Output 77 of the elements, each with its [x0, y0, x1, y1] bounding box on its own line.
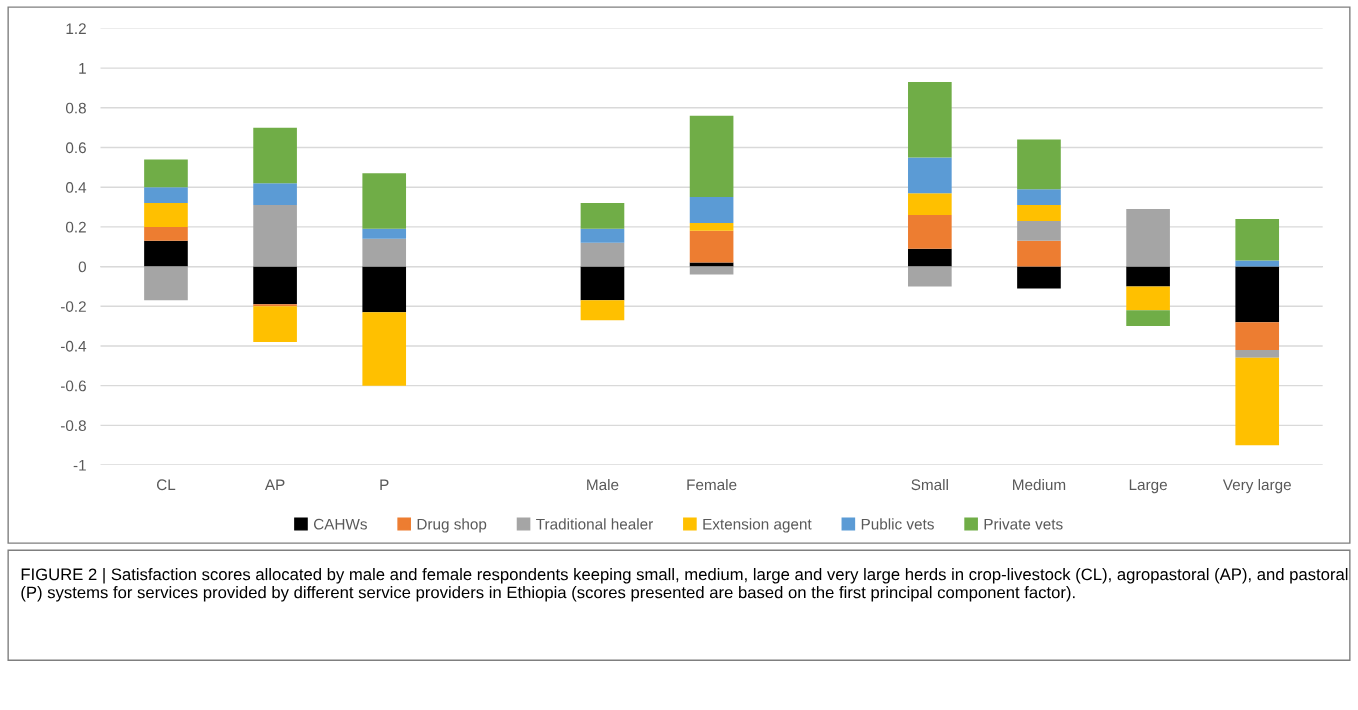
y-tick-label: 1.2 — [66, 23, 86, 34]
y-tick-label: -0.2 — [60, 301, 86, 312]
y-tick-label: 0 — [78, 261, 87, 273]
bar — [144, 266, 188, 301]
x-tick-label: AP — [264, 479, 285, 491]
bar — [253, 266, 297, 305]
bar — [362, 173, 407, 229]
bar — [253, 306, 297, 342]
x-tick-label: Small — [911, 478, 948, 491]
bar — [1235, 357, 1280, 446]
bar — [1235, 322, 1280, 350]
bar — [253, 205, 297, 267]
y-tick-label: -1 — [73, 460, 86, 471]
bar — [1126, 310, 1170, 327]
legend-label: Extension agent — [703, 518, 812, 533]
bar — [1235, 260, 1280, 267]
legend-label: Drug shop — [417, 518, 487, 533]
bar — [1017, 240, 1061, 267]
bar — [144, 187, 188, 204]
bar — [362, 228, 407, 239]
legend-label: Private vets — [984, 518, 1063, 530]
bar — [144, 203, 188, 227]
bar — [580, 203, 625, 229]
bar — [144, 240, 188, 267]
bar — [1017, 189, 1061, 206]
bar — [689, 115, 734, 198]
bar — [362, 312, 407, 386]
y-tick-label: -0.4 — [60, 340, 87, 352]
y-tick-label: -0.8 — [60, 420, 86, 432]
bar — [144, 226, 188, 241]
bar — [580, 242, 625, 267]
bar — [689, 262, 734, 267]
bar — [908, 81, 952, 158]
x-tick-label: CL — [156, 479, 176, 491]
legend-label: CAHWs — [313, 518, 367, 530]
bar — [253, 127, 297, 184]
bar — [908, 248, 952, 267]
x-tick-label: Medium — [1013, 478, 1066, 491]
bar — [580, 228, 625, 243]
bar — [1235, 349, 1280, 358]
bar — [689, 222, 734, 231]
bar — [908, 214, 952, 249]
bar — [580, 300, 625, 321]
bar — [689, 230, 734, 263]
legend-label: Public vets — [861, 518, 934, 530]
y-tick-label: 0.8 — [65, 102, 86, 114]
bar — [580, 266, 625, 301]
legend-label: Traditional healer — [536, 518, 653, 530]
x-tick-label: P — [380, 479, 389, 491]
bar — [908, 193, 952, 215]
bar — [1126, 266, 1170, 287]
x-tick-label: Large — [1129, 479, 1167, 494]
bar — [1126, 209, 1170, 267]
y-tick-label: 0.4 — [65, 182, 87, 193]
bar — [689, 266, 734, 275]
x-tick-label: Female — [687, 478, 737, 491]
bar — [362, 238, 407, 267]
bar — [1235, 218, 1280, 261]
bar — [689, 197, 734, 223]
y-tick-label: 1 — [79, 63, 86, 74]
x-tick-label: Male — [587, 478, 619, 491]
bar — [1235, 266, 1280, 323]
bar — [1017, 139, 1061, 190]
bar — [908, 157, 952, 194]
y-tick-label: 0.2 — [65, 221, 86, 233]
bar — [1017, 220, 1061, 241]
bar — [144, 159, 188, 188]
bar — [362, 266, 407, 313]
y-tick-label: -0.6 — [60, 380, 86, 392]
x-tick-label: Very large — [1222, 478, 1291, 494]
bar — [1017, 205, 1061, 221]
caption: FIGURE 2 | Satisfaction scores allocated by male and female respondents keeping small, medium, large and very large herds in crop-livestock (CL), agropastoral (AP), and pastoral (P) systems for services provided by different service providers in Ethiopia (scores presented are based on the first principal component factor). — [21, 568, 1348, 602]
y-tick-label: 0.6 — [65, 142, 86, 154]
bar — [1017, 266, 1061, 289]
bar — [908, 266, 952, 287]
bar — [1126, 286, 1170, 311]
bar — [253, 183, 297, 206]
